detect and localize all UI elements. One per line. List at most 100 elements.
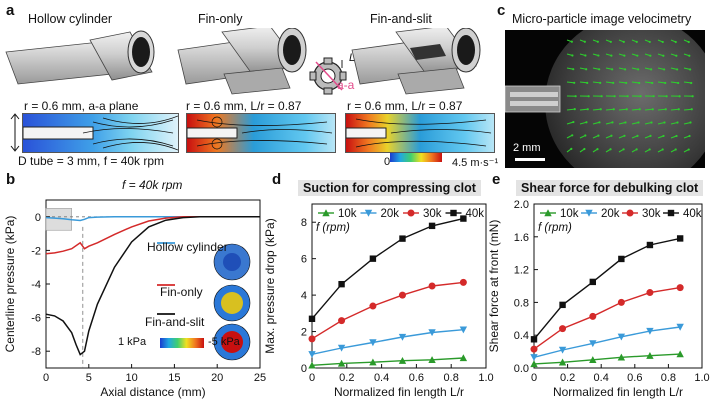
vector-head (664, 108, 667, 111)
data-point (559, 325, 567, 333)
piv-image: 2 mm (505, 30, 705, 168)
data-point (338, 317, 346, 325)
data-point (398, 333, 407, 341)
device-renders (5, 28, 481, 95)
flow-field-fin-slit (345, 113, 495, 153)
disc-core (221, 292, 243, 314)
vector-head (597, 134, 600, 137)
vector-head (586, 108, 589, 111)
y-tick-label: 1.6 (514, 232, 529, 244)
velocity-vector (657, 108, 666, 111)
hollow-cylinder-render (5, 30, 155, 85)
x-tick-label: 0.6 (627, 372, 642, 384)
legend-label: 20k (601, 208, 620, 220)
caption-fin-only: r = 0.6 mm, L/r = 0.87 (186, 99, 302, 113)
velocity-vector (592, 121, 600, 125)
data-point (459, 326, 468, 334)
vector-head (675, 134, 678, 138)
vector-head (690, 81, 693, 85)
y-tick-label: -8 (31, 346, 41, 358)
panel-label-d: d (272, 171, 282, 188)
velocity-vector (670, 108, 679, 111)
vector-head (600, 95, 603, 98)
panel-label-c: c (497, 2, 506, 19)
velocity-vector (683, 121, 691, 125)
data-point (589, 312, 597, 320)
data-point (589, 356, 597, 363)
data-point (676, 323, 684, 331)
legend-label: 10k (560, 208, 579, 220)
vector-head (652, 95, 655, 98)
y-tick-label: 6 (301, 254, 307, 266)
legend-label: 40k (466, 208, 485, 220)
legend-label: 30k (642, 208, 661, 220)
data-point (626, 209, 634, 217)
chart-d: 0 0.2 0.4 0.6 0.8 1.0 0 2 4 6 8 Normalized fin leng… (263, 203, 494, 399)
flow-field-hollow (22, 113, 179, 153)
vector-head (599, 81, 602, 84)
y-tick-label: 0.8 (514, 297, 529, 309)
data-point (308, 351, 316, 359)
data-point (369, 339, 377, 347)
vector-head (638, 81, 641, 85)
vector-head (637, 121, 640, 124)
chart-b: 0 5 10 15 20 25 0 -2 -4 -6 -8 Axial distance (mm) Ce… (3, 199, 266, 399)
data-point (558, 358, 567, 366)
data-point (308, 361, 316, 369)
x-tick-label: 0 (43, 372, 49, 384)
chart-e: 0 0.2 0.4 0.6 0.8 1.0 0.0 0.4 0.8 1.2 1.6 2.0 Normal… (487, 199, 710, 399)
vector-head (677, 81, 680, 85)
velocity-vector (618, 108, 627, 111)
velocity-vector (631, 81, 640, 84)
velocity-vector (657, 81, 666, 84)
velocity-colorbar (390, 153, 442, 162)
legend-fin-only: Fin-only (160, 285, 203, 299)
design-title-fin-only: Fin-only (198, 12, 243, 26)
data-point (617, 298, 625, 306)
section-label-aa: a-a (337, 78, 355, 92)
velocity-vector (670, 81, 679, 84)
vector-head (624, 68, 627, 71)
legend-label: 40k (683, 208, 702, 220)
vector-head (663, 121, 666, 124)
velocity-vector (631, 121, 639, 125)
vector-head (596, 148, 599, 151)
data-point (428, 356, 436, 363)
series-line (533, 326, 681, 358)
data-point (617, 353, 626, 361)
legend-title: f (rpm) (538, 222, 572, 234)
disc-core (221, 331, 243, 353)
series-line (45, 216, 260, 222)
piv-scalebar-label: 2 mm (513, 142, 541, 154)
series-line (533, 237, 681, 340)
x-tick-label: 0.2 (560, 372, 575, 384)
pressure-colorbar (160, 338, 204, 348)
data-point (544, 209, 552, 217)
data-point (676, 235, 684, 242)
vector-head (676, 68, 679, 71)
vector-head (637, 68, 640, 71)
y-tick-label: 2 (301, 327, 307, 339)
data-point (589, 340, 597, 348)
vector-head (574, 95, 577, 98)
vector-head (584, 134, 587, 137)
data-point (337, 344, 346, 352)
data-point (398, 291, 406, 299)
data-point (617, 333, 626, 341)
cross-section-icon (309, 57, 347, 95)
vector-head (583, 40, 586, 43)
y-tick-label: 8 (301, 217, 307, 229)
data-point (530, 354, 538, 362)
data-point (646, 289, 654, 297)
vector-head (636, 54, 639, 57)
vector-head (674, 40, 677, 44)
vector-head (688, 134, 691, 138)
vector-head (624, 121, 627, 124)
data-point (530, 336, 538, 343)
data-point (398, 357, 407, 364)
vector-head (676, 121, 679, 124)
data-point (646, 327, 654, 335)
vector-head (662, 134, 665, 138)
data-point (322, 209, 330, 217)
y-axis-label: Centerline pressure (kPa) (3, 216, 17, 353)
